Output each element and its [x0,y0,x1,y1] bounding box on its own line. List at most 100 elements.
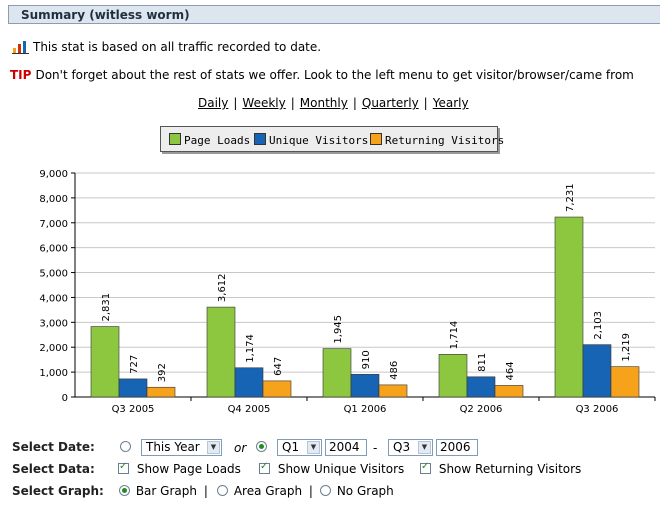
bar [582,344,612,398]
x-tick-label: Q3 2006 [576,404,619,415]
separator: | [423,96,428,110]
summary-panel-header: Summary (witless worm) [8,5,660,24]
chevron-down-icon: ▼ [418,441,431,454]
bar-graph-option[interactable]: Bar Graph | [119,484,208,498]
data-label: 910 [361,350,372,369]
no-graph-label: No Graph [336,484,394,498]
y-tick-label: 8,000 [39,194,68,205]
y-tick-label: 9,000 [39,169,68,180]
bar-graph-label: Bar Graph [135,484,197,498]
data-label: 464 [505,361,516,380]
area-graph-option[interactable]: Area Graph | [217,484,313,498]
data-label: 727 [129,355,140,374]
tip-label: TIP [10,68,32,82]
show-returning-visitors-checkbox[interactable] [420,461,431,474]
no-graph-radio[interactable] [320,485,331,496]
bar [322,348,352,398]
show-unique-visitors-checkbox[interactable] [259,461,270,474]
x-tick-label: Q4 2005 [228,404,271,415]
area-graph-radio[interactable] [217,485,228,496]
show-returning-visitors-label: Show Returning Visitors [438,462,582,476]
legend-item-returning-visitors: Returning Visitors [370,133,504,147]
no-graph-option[interactable]: No Graph [320,484,394,498]
bar [118,378,148,398]
y-tick-label: 4,000 [39,293,68,304]
x-tick-label: Q1 2006 [344,404,387,415]
data-label: 3,612 [217,273,228,302]
show-unique-visitors-option[interactable]: Show Unique Visitors [259,461,405,476]
bar [90,326,120,398]
bar [466,376,496,398]
y-tick-label: 2,000 [39,343,68,354]
y-tick-label: 1,000 [39,368,68,379]
select-data-label: Select Data: [12,462,95,476]
x-tick-label: Q3 2005 [112,404,155,415]
start-quarter-select[interactable]: Q1 ▼ [277,439,322,456]
area-graph-label: Area Graph [233,484,303,498]
show-returning-visitors-option[interactable]: Show Returning Visitors [420,461,582,476]
select-graph-label: Select Graph: [12,484,104,498]
end-quarter-select[interactable]: Q3 ▼ [388,439,433,456]
y-tick-label: 3,000 [39,318,68,329]
legend-label: Page Loads [184,134,251,147]
bar [262,380,292,398]
data-label: 647 [273,357,284,376]
bar [146,386,176,398]
select-date-label: Select Date: [12,440,95,454]
show-page-loads-label: Show Page Loads [136,462,241,476]
tip-text: Don't forget about the rest of stats we … [35,68,634,82]
legend-item-page-loads: Page Loads [169,133,250,147]
page-title: Summary (witless worm) [21,8,190,22]
end-year-value: 2006 [440,440,471,454]
stat-note-line: This stat is based on all traffic record… [12,40,321,54]
or-text: or [234,441,247,455]
data-label: 811 [477,353,488,372]
data-label: 1,174 [245,334,256,363]
show-page-loads-checkbox[interactable] [118,461,129,474]
data-label: 7,231 [565,183,576,212]
period-links: Daily | Weekly | Monthly | Quarterly | Yearly [198,96,469,110]
data-label: 1,945 [333,315,344,344]
daily-link[interactable]: Daily [198,96,229,110]
weekly-link[interactable]: Weekly [242,96,286,110]
data-label: 2,103 [593,311,604,340]
start-quarter-value: Q1 [282,440,300,454]
y-tick-label: 5,000 [39,269,68,280]
legend-swatch-unique-visitors [254,133,266,145]
chevron-down-icon: ▼ [307,441,320,454]
start-year-input[interactable]: 2004 [325,439,367,456]
bar-chart: 0 1,000 2,000 3,000 4,000 5,000 6,000 7,000 8,00… [39,169,656,415]
yearly-link[interactable]: Yearly [432,96,469,110]
legend-item-unique-visitors: Unique Visitors [254,133,368,147]
date-range-radio[interactable] [256,441,267,452]
separator: | [233,96,238,110]
legend-swatch-page-loads [169,133,181,145]
bar-graph-radio[interactable] [119,485,130,496]
this-year-radio[interactable] [120,441,131,452]
legend-label: Returning Visitors [385,134,505,147]
bar [350,374,380,398]
legend-label: Unique Visitors [269,134,369,147]
this-year-select[interactable]: This Year ▼ [141,439,222,456]
bar [206,306,236,398]
separator: | [203,484,208,498]
legend-swatch-returning-visitors [370,133,382,145]
monthly-link[interactable]: Monthly [299,96,348,110]
x-tick-label: Q2 2006 [460,404,503,415]
separator: | [352,96,357,110]
separator: | [290,96,295,110]
data-label: 2,831 [101,293,112,322]
end-quarter-value: Q3 [393,440,411,454]
separator: | [308,484,313,498]
quarterly-link[interactable]: Quarterly [361,96,419,110]
bar [554,216,584,398]
this-year-value: This Year [146,440,200,454]
show-page-loads-option[interactable]: Show Page Loads [118,461,241,476]
start-year-value: 2004 [329,440,360,454]
end-year-input[interactable]: 2006 [436,439,478,456]
bar [438,354,468,398]
bar [494,385,524,398]
chevron-down-icon: ▼ [207,441,220,454]
bar-chart-icon [12,41,29,54]
show-unique-visitors-label: Show Unique Visitors [277,462,405,476]
